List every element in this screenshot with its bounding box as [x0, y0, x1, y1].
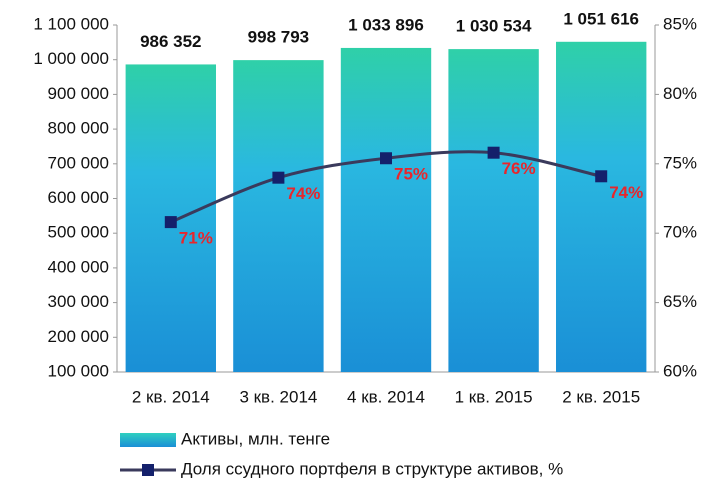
line-value-label: 74% — [609, 183, 643, 202]
y2-tick-label: 65% — [663, 292, 697, 311]
y-tick-label: 800 000 — [48, 119, 109, 138]
line-value-label: 76% — [502, 159, 536, 178]
legend-marker — [142, 464, 154, 476]
line-marker — [380, 152, 392, 165]
y-tick-label: 100 000 — [48, 361, 109, 380]
bar — [448, 49, 539, 372]
line-value-label: 74% — [286, 184, 320, 203]
x-tick-label: 2 кв. 2015 — [562, 387, 640, 406]
x-tick-label: 4 кв. 2014 — [347, 387, 425, 406]
x-tick-label: 1 кв. 2015 — [455, 387, 533, 406]
bar — [233, 60, 324, 372]
x-tick-label: 2 кв. 2014 — [132, 387, 210, 406]
y-tick-label: 300 000 — [48, 292, 109, 311]
y2-tick-label: 80% — [663, 84, 697, 103]
bar-value-label: 986 352 — [140, 32, 201, 51]
y2-tick-label: 70% — [663, 223, 697, 242]
legend-label: Доля ссудного портфеля в структуре актив… — [181, 459, 563, 478]
y-tick-label: 200 000 — [48, 327, 109, 346]
legend-swatch — [120, 433, 176, 447]
bar-value-label: 1 030 534 — [456, 17, 532, 36]
x-tick-label: 3 кв. 2014 — [239, 387, 317, 406]
bar-value-label: 998 793 — [248, 28, 309, 47]
y2-tick-label: 60% — [663, 361, 697, 380]
bar — [340, 47, 432, 373]
bar-value-label: 1 033 896 — [348, 15, 424, 34]
line-value-label: 75% — [394, 165, 428, 184]
bar-value-label: 1 051 616 — [563, 9, 639, 28]
y-tick-label: 400 000 — [48, 257, 109, 276]
y-tick-label: 600 000 — [48, 188, 109, 207]
y-tick-label: 900 000 — [48, 84, 109, 103]
y2-tick-label: 85% — [663, 14, 697, 33]
legend-label: Активы, млн. тенге — [181, 429, 330, 448]
line-marker — [487, 146, 500, 159]
y-tick-label: 1 000 000 — [33, 49, 109, 68]
line-marker — [272, 171, 285, 184]
y-tick-label: 500 000 — [48, 223, 109, 242]
line-marker — [595, 170, 608, 183]
line-value-label: 71% — [179, 229, 213, 248]
y-tick-label: 700 000 — [48, 153, 109, 172]
bar — [556, 41, 647, 373]
y2-tick-label: 75% — [663, 153, 697, 172]
line-marker — [164, 216, 177, 229]
y-tick-label: 1 100 000 — [33, 14, 109, 33]
